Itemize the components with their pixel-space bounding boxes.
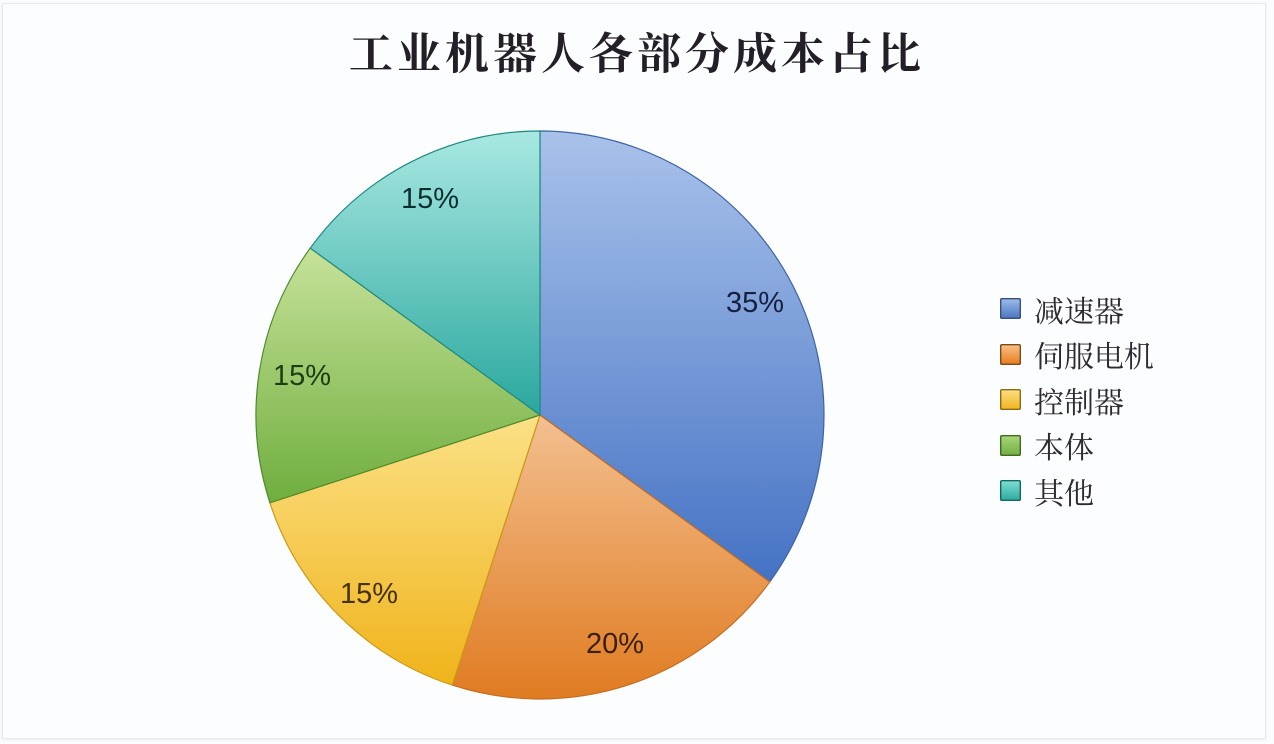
svg-text:15%: 15% <box>273 360 331 392</box>
svg-text:15%: 15% <box>401 183 459 215</box>
svg-text:20%: 20% <box>586 628 644 660</box>
svg-text:15%: 15% <box>340 578 398 610</box>
svg-text:35%: 35% <box>726 287 784 319</box>
